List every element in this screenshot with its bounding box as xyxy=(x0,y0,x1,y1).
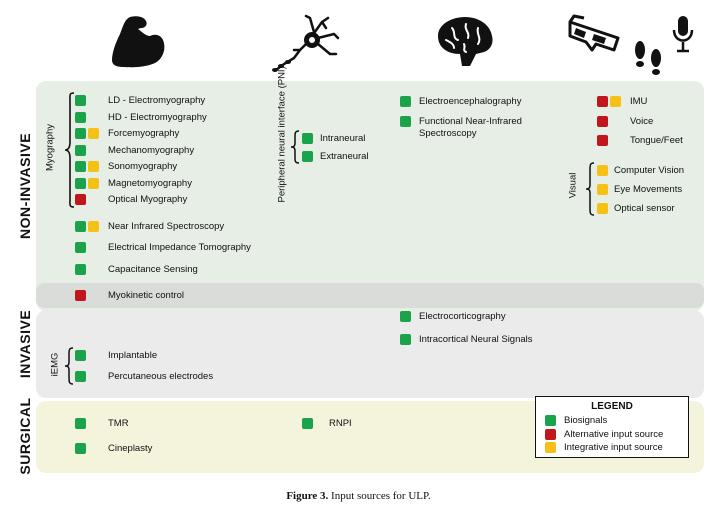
myokinetic-band xyxy=(36,283,704,308)
integrative-marker xyxy=(597,203,608,214)
item-intraneural: Intraneural xyxy=(320,133,366,144)
item-hd-emg: HD - Electromyography xyxy=(108,112,207,123)
item-forcemyography: Forcemyography xyxy=(108,128,180,139)
item-tongue-feet: Tongue/Feet xyxy=(630,135,683,146)
item-eit: Electrical Impedance Tomography xyxy=(108,242,251,253)
item-rnpi: RNPI xyxy=(329,418,352,429)
item-mechanomyography: Mechanomyography xyxy=(108,145,195,156)
figure-caption: Figure 3. Input sources for ULP. xyxy=(0,490,717,502)
visual-brace xyxy=(585,162,595,216)
item-magnetomyography: Magnetomyography xyxy=(108,178,192,189)
item-fnirs-line1: Functional Near-Infrared xyxy=(419,116,522,127)
category-invasive: INVASIVE xyxy=(17,309,33,379)
biosignal-marker xyxy=(400,311,411,322)
integrative-marker xyxy=(88,178,99,189)
item-ld-emg: LD - Electromyography xyxy=(108,95,206,106)
item-computer-vision: Computer Vision xyxy=(614,165,685,176)
legend-alternative: Alternative input source xyxy=(564,429,664,440)
item-imu: IMU xyxy=(630,96,648,107)
item-ecog: Electrocorticography xyxy=(419,311,506,322)
arm-muscle-icon xyxy=(112,16,165,68)
item-tmr: TMR xyxy=(108,418,129,429)
biosignal-marker xyxy=(75,221,86,232)
alternative-marker xyxy=(597,135,608,146)
group-label-myography: Myography xyxy=(44,124,56,171)
alternative-marker xyxy=(597,116,608,127)
biosignal-marker xyxy=(400,96,411,107)
pni-brace xyxy=(290,130,300,164)
footprints-icon xyxy=(635,41,661,75)
non-invasive-band xyxy=(36,81,704,311)
legend-biosignals: Biosignals xyxy=(564,415,608,426)
legend-biosignal-swatch xyxy=(545,415,556,426)
brain-icon xyxy=(438,17,493,66)
iemg-brace xyxy=(64,347,74,385)
alternative-marker xyxy=(75,194,86,205)
item-fnirs-line2: Spectroscopy xyxy=(419,128,477,139)
legend-alternative-swatch xyxy=(545,429,556,440)
caption-text: Input sources for ULP. xyxy=(328,490,431,502)
biosignal-marker xyxy=(75,161,86,172)
item-intracortical: Intracortical Neural Signals xyxy=(419,334,533,345)
item-sonomyography: Sonomyography xyxy=(108,161,178,172)
integrative-marker xyxy=(597,184,608,195)
group-label-iemg: iEMG xyxy=(49,352,61,377)
biosignal-marker xyxy=(75,128,86,139)
biosignal-marker xyxy=(75,443,86,454)
legend: LEGEND Biosignals Alternative input sour… xyxy=(535,396,689,458)
item-eeg: Electroencephalography xyxy=(419,96,522,107)
item-cineplasty: Cineplasty xyxy=(108,443,153,454)
biosignal-marker xyxy=(302,418,313,429)
biosignal-marker xyxy=(75,418,86,429)
biosignal-marker xyxy=(75,112,86,123)
legend-integrative: Integrative input source xyxy=(564,442,663,453)
legend-integrative-swatch xyxy=(545,442,556,453)
integrative-marker xyxy=(88,128,99,139)
item-nirs: Near Infrared Spectroscopy xyxy=(108,221,225,232)
biosignal-marker xyxy=(75,350,86,361)
category-non-invasive: NON-INVASIVE xyxy=(17,132,33,240)
microphone-icon xyxy=(672,16,694,53)
biosignal-marker xyxy=(75,264,86,275)
legend-title: LEGEND xyxy=(591,401,633,412)
group-label-visual: Visual xyxy=(567,172,579,199)
item-capacitance: Capacitance Sensing xyxy=(108,264,198,275)
biosignal-marker xyxy=(75,371,86,382)
item-voice: Voice xyxy=(630,116,654,127)
biosignal-marker xyxy=(75,242,86,253)
invasive-band xyxy=(36,310,704,398)
biosignal-marker xyxy=(75,95,86,106)
integrative-marker xyxy=(597,165,608,176)
integrative-marker xyxy=(88,221,99,232)
neuron-icon xyxy=(272,14,340,72)
caption-label: Figure 3. xyxy=(286,490,329,502)
item-implantable: Implantable xyxy=(108,350,158,361)
item-optical-sensor: Optical sensor xyxy=(614,203,675,214)
item-percutaneous: Percutaneous electrodes xyxy=(108,371,214,382)
group-label-pni: Peripheral neural interface (PNI) xyxy=(276,66,288,203)
biosignal-marker xyxy=(75,178,86,189)
item-myokinetic: Myokinetic control xyxy=(108,290,185,301)
myography-brace xyxy=(64,92,75,208)
glasses-3d-icon xyxy=(568,14,620,52)
integrative-marker xyxy=(610,96,621,107)
biosignal-marker xyxy=(400,116,411,127)
integrative-marker xyxy=(88,161,99,172)
biosignal-marker xyxy=(400,334,411,345)
alternative-marker xyxy=(597,96,608,107)
biosignal-marker xyxy=(302,151,313,162)
biosignal-marker xyxy=(75,145,86,156)
item-eye-movements: Eye Movements xyxy=(614,184,683,195)
category-surgical: SURGICAL xyxy=(17,397,33,475)
item-extraneural: Extraneural xyxy=(320,151,369,162)
biosignal-marker xyxy=(302,133,313,144)
alternative-marker xyxy=(75,290,86,301)
item-optical-myography: Optical Myography xyxy=(108,194,188,205)
